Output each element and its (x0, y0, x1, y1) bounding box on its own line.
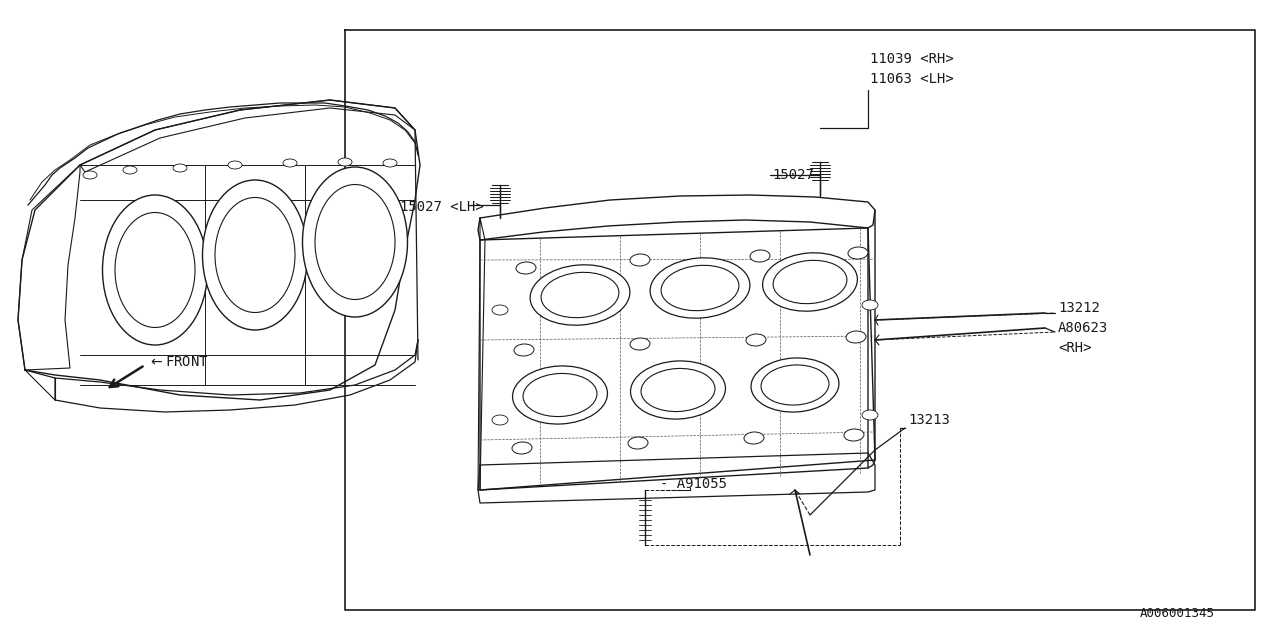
Ellipse shape (630, 254, 650, 266)
Ellipse shape (283, 159, 297, 167)
Ellipse shape (302, 167, 407, 317)
Ellipse shape (849, 247, 868, 259)
Ellipse shape (492, 305, 508, 315)
Ellipse shape (762, 365, 829, 405)
Ellipse shape (628, 437, 648, 449)
Ellipse shape (215, 198, 294, 312)
Ellipse shape (338, 158, 352, 166)
Ellipse shape (524, 374, 596, 417)
Ellipse shape (750, 250, 771, 262)
Ellipse shape (773, 260, 847, 303)
Ellipse shape (492, 415, 508, 425)
Ellipse shape (861, 300, 878, 310)
Ellipse shape (123, 166, 137, 174)
Ellipse shape (115, 212, 195, 328)
Text: A80623: A80623 (1059, 321, 1108, 335)
Ellipse shape (630, 338, 650, 350)
Ellipse shape (650, 258, 750, 318)
Ellipse shape (102, 195, 207, 345)
Ellipse shape (746, 334, 765, 346)
Text: 13213: 13213 (908, 413, 950, 427)
Ellipse shape (660, 266, 739, 310)
Ellipse shape (763, 253, 858, 311)
Ellipse shape (83, 171, 97, 179)
Ellipse shape (173, 164, 187, 172)
Ellipse shape (846, 331, 867, 343)
Ellipse shape (631, 361, 726, 419)
Ellipse shape (744, 432, 764, 444)
Text: $\leftarrow$FRONT: $\leftarrow$FRONT (148, 355, 209, 369)
Ellipse shape (512, 442, 532, 454)
Ellipse shape (512, 366, 608, 424)
Text: <RH>: <RH> (1059, 341, 1092, 355)
Text: 11063 <LH>: 11063 <LH> (870, 72, 954, 86)
Ellipse shape (541, 273, 620, 317)
Ellipse shape (530, 265, 630, 325)
Ellipse shape (202, 180, 307, 330)
Ellipse shape (844, 429, 864, 441)
Ellipse shape (641, 369, 716, 412)
Text: 15027 <LH>: 15027 <LH> (399, 200, 484, 214)
Text: 15027: 15027 (772, 168, 814, 182)
Ellipse shape (228, 161, 242, 169)
Ellipse shape (861, 410, 878, 420)
Text: 11039 <RH>: 11039 <RH> (870, 52, 954, 66)
Ellipse shape (515, 344, 534, 356)
Text: 13212: 13212 (1059, 301, 1100, 315)
Ellipse shape (315, 184, 396, 300)
Text: - A91055: - A91055 (660, 477, 727, 491)
Text: A006001345: A006001345 (1140, 607, 1215, 620)
Ellipse shape (516, 262, 536, 274)
Ellipse shape (751, 358, 838, 412)
Ellipse shape (383, 159, 397, 167)
